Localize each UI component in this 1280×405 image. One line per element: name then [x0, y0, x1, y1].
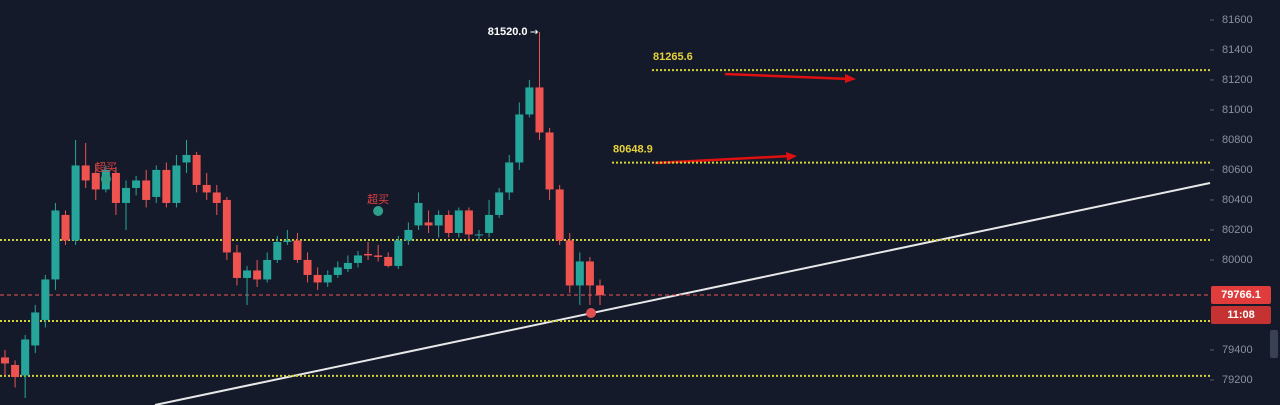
- y-tick-label: 80400: [1222, 194, 1253, 206]
- candle-body: [182, 154, 191, 163]
- candle-body: [61, 214, 70, 241]
- candle-body: [374, 255, 383, 257]
- candle-body: [142, 180, 151, 200]
- candle-body: [434, 214, 443, 226]
- candle-body: [202, 184, 211, 193]
- countdown-tag: [1211, 306, 1271, 325]
- candle-body: [535, 87, 544, 133]
- signal-icon: [100, 174, 111, 184]
- arrow-head: [786, 152, 797, 161]
- candle-body: [394, 240, 403, 266]
- y-tick-label: 81600: [1222, 14, 1253, 26]
- candle-body: [424, 222, 433, 226]
- candle-body: [293, 240, 302, 260]
- y-tick-label: 80800: [1222, 134, 1253, 146]
- candle-body: [11, 364, 20, 377]
- level-label: 81265.6: [653, 51, 693, 63]
- candle-body: [172, 165, 181, 203]
- y-tick-label: 80000: [1222, 254, 1253, 266]
- y-tick-label: 80600: [1222, 164, 1253, 176]
- price-axis: [1210, 0, 1280, 405]
- candle-body: [283, 240, 292, 242]
- candle-body: [303, 259, 312, 275]
- price-axis-labels: 79200 79400 80000 80200 80400 80600 80800 81000…: [1210, 14, 1253, 386]
- candle-body: [212, 192, 221, 203]
- candle-body: [253, 270, 262, 280]
- level-label: 80648.9: [613, 144, 653, 156]
- candle-body: [555, 189, 564, 241]
- candle-body: [333, 267, 342, 275]
- candle-body: [545, 132, 554, 190]
- trend-line: [154, 182, 1211, 405]
- signal-label: 超买: [95, 160, 117, 174]
- y-tick-label: 79200: [1222, 374, 1253, 386]
- candle-body: [343, 262, 352, 269]
- y-tick-label: 81400: [1222, 44, 1253, 56]
- last-price-tag: [1211, 286, 1271, 305]
- candle-body: [495, 192, 504, 215]
- candle-body: [91, 172, 100, 190]
- signal-icon: [586, 308, 596, 318]
- candle-body: [273, 241, 282, 260]
- high-arrow: [530, 29, 539, 35]
- candle-body: [353, 255, 362, 263]
- candle-body: [41, 279, 50, 320]
- candle-body: [596, 285, 604, 296]
- signal-icon: [373, 206, 384, 216]
- candle-body: [232, 252, 241, 278]
- y-tick-label: 79400: [1222, 344, 1253, 356]
- candle-body: [485, 214, 494, 233]
- high-label: 81520.0: [488, 26, 528, 38]
- candle-body: [152, 169, 161, 197]
- candle-body: [585, 261, 594, 286]
- candle-body: [51, 210, 60, 280]
- candle-body: [313, 274, 322, 283]
- candle-body: [404, 229, 413, 241]
- candle-body: [71, 165, 80, 241]
- candle-body: [111, 172, 120, 203]
- candle-body: [243, 270, 252, 278]
- candle-body: [81, 165, 90, 181]
- arrow-head: [845, 74, 856, 83]
- scroll-handle[interactable]: [1270, 330, 1278, 358]
- candle-body: [132, 180, 141, 188]
- candle-body: [444, 214, 453, 233]
- candle-body: [565, 240, 574, 286]
- y-tick-label: 81000: [1222, 104, 1253, 116]
- candle-body: [31, 312, 40, 346]
- arrow: [724, 72, 851, 81]
- y-tick-label: 80200: [1222, 224, 1253, 236]
- candle-body: [21, 339, 30, 376]
- candle-body: [464, 210, 473, 235]
- candle-body: [525, 87, 534, 115]
- candle-body: [323, 274, 332, 283]
- candle-body: [222, 199, 231, 253]
- candle-body: [192, 154, 201, 185]
- y-tick-label: 81200: [1222, 74, 1253, 86]
- candle-body: [474, 234, 483, 236]
- candle-body: [454, 210, 463, 233]
- candle-body: [162, 169, 171, 203]
- candle-body: [505, 162, 514, 193]
- candle-body: [575, 261, 584, 286]
- candle-body: [1, 357, 9, 364]
- candle-body: [414, 202, 423, 226]
- candle-body: [384, 256, 393, 266]
- candle-body: [515, 114, 524, 163]
- last-price-label: 79766.1: [1221, 289, 1261, 301]
- candle-body: [364, 253, 373, 256]
- signal-label: 超买: [367, 192, 389, 206]
- countdown-label: 11:08: [1227, 309, 1255, 321]
- candle-body: [263, 259, 272, 280]
- candle-body: [122, 187, 131, 203]
